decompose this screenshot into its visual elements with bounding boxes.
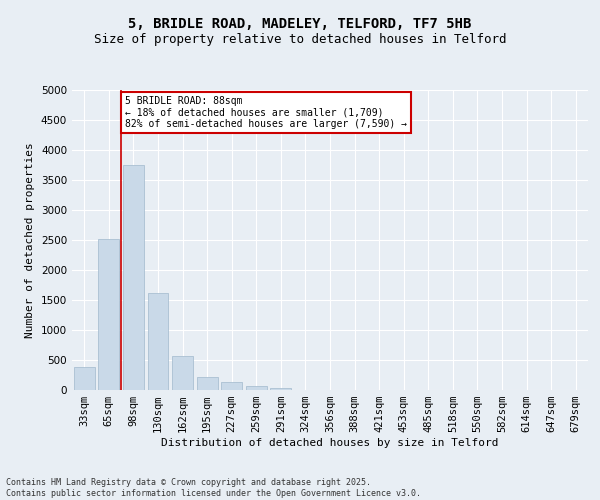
Text: Contains HM Land Registry data © Crown copyright and database right 2025.
Contai: Contains HM Land Registry data © Crown c… (6, 478, 421, 498)
Bar (221, 382, 242, 390)
Bar (172, 356, 193, 390)
Bar (271, 388, 292, 390)
Bar (74, 367, 95, 390)
Bar (246, 386, 267, 390)
Bar (148, 293, 169, 390)
Bar (123, 165, 144, 390)
Text: 5 BRIDLE ROAD: 88sqm
← 18% of detached houses are smaller (1,709)
82% of semi-de: 5 BRIDLE ROAD: 88sqm ← 18% of detached h… (125, 96, 407, 129)
Text: Size of property relative to detached houses in Telford: Size of property relative to detached ho… (94, 32, 506, 46)
Text: 5, BRIDLE ROAD, MADELEY, TELFORD, TF7 5HB: 5, BRIDLE ROAD, MADELEY, TELFORD, TF7 5H… (128, 18, 472, 32)
Bar (197, 377, 218, 390)
Bar (98, 239, 119, 390)
X-axis label: Distribution of detached houses by size in Telford: Distribution of detached houses by size … (161, 438, 499, 448)
Y-axis label: Number of detached properties: Number of detached properties (25, 142, 35, 338)
